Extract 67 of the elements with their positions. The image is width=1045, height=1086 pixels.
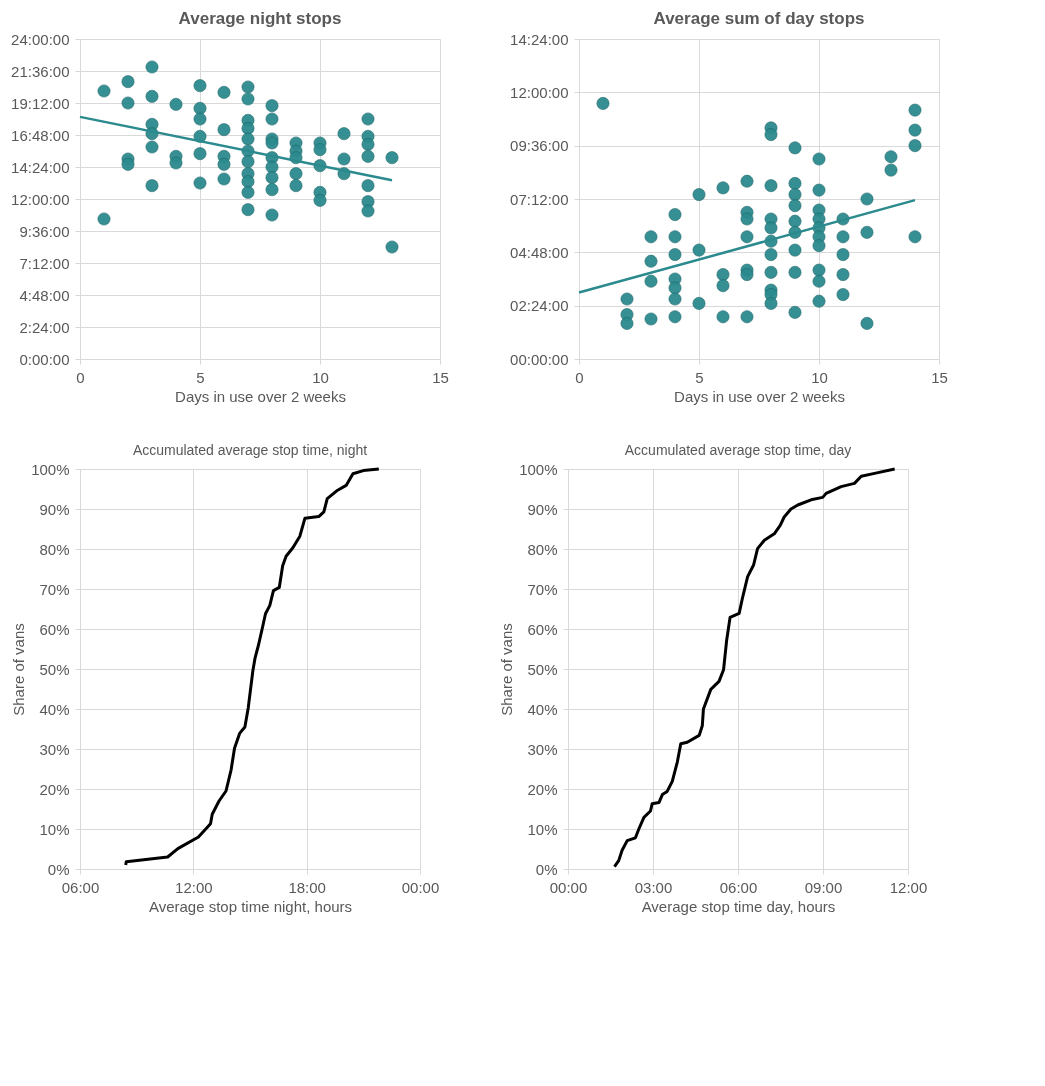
x-tick-label: 10 [312, 368, 329, 386]
y-tick-label: 7:12:00 [19, 254, 70, 272]
y-tick-label: 0:00:00 [19, 350, 70, 368]
y-tick-label: 50% [527, 660, 558, 678]
y-tick-label: 90% [527, 500, 558, 518]
x-tick-label: 18:00 [288, 878, 326, 896]
y-tick-label: 50% [39, 660, 70, 678]
y-tick-label: 10% [527, 820, 558, 838]
y-tick-label: 80% [527, 540, 558, 558]
y-tick-label: 60% [527, 620, 558, 638]
y-tick-label: 100% [31, 460, 70, 478]
x-tick-label: 0 [575, 368, 584, 386]
y-axis-title: Share of vans [498, 623, 516, 716]
x-tick-label: 0 [76, 368, 85, 386]
chart-title: Average night stops [178, 9, 342, 28]
y-tick-label: 100% [519, 460, 558, 478]
x-axis-title: Days in use over 2 weeks [674, 387, 845, 405]
y-tick-label: 0% [47, 860, 70, 878]
x-tick-label: 12:00 [889, 878, 928, 896]
x-tick-label: 15 [931, 368, 948, 386]
y-tick-label: 2:24:00 [19, 318, 70, 336]
x-tick-label: 06:00 [719, 878, 758, 896]
y-tick-label: 80% [39, 540, 70, 558]
x-tick-label: 5 [196, 368, 205, 386]
y-tick-label: 0% [535, 860, 558, 878]
y-tick-label: 60% [39, 620, 70, 638]
y-axis-title: Share of vans [10, 623, 28, 716]
y-tick-label: 40% [527, 700, 558, 718]
y-tick-label: 10% [39, 820, 70, 838]
y-tick-label: 00:00:00 [510, 350, 569, 368]
y-tick-label: 70% [527, 580, 558, 598]
x-axis-title: Average stop time day, hours [641, 897, 836, 915]
y-tick-label: 20% [527, 780, 558, 798]
y-tick-label: 14:24:00 [11, 158, 70, 176]
x-tick-label: 12:00 [175, 878, 213, 896]
y-tick-label: 14:24:00 [510, 30, 569, 48]
chart-title: Average sum of day stops [653, 9, 865, 28]
y-tick-label: 07:12:00 [510, 190, 569, 208]
y-tick-label: 70% [39, 580, 70, 598]
x-tick-label: 06:00 [61, 878, 100, 896]
x-tick-label: 15 [432, 368, 449, 386]
y-tick-label: 12:00:00 [11, 190, 70, 208]
chart-title: Accumulated average stop time, day [624, 442, 852, 458]
y-tick-label: 09:36:00 [510, 137, 569, 155]
x-tick-label: 00:00 [401, 878, 440, 896]
x-tick-label: 03:00 [634, 878, 673, 896]
y-tick-label: 4:48:00 [19, 286, 70, 304]
y-tick-label: 20% [39, 780, 70, 798]
x-tick-label: 5 [695, 368, 704, 386]
x-tick-label: 10 [811, 368, 828, 386]
y-tick-label: 40% [39, 700, 70, 718]
y-tick-label: 16:48:00 [11, 126, 70, 144]
y-tick-label: 90% [39, 500, 70, 518]
y-tick-label: 9:36:00 [19, 222, 70, 240]
y-tick-label: 19:12:00 [11, 94, 70, 112]
x-axis-title: Days in use over 2 weeks [175, 387, 346, 405]
y-tick-label: 30% [39, 740, 70, 758]
x-tick-label: 09:00 [804, 878, 843, 896]
y-tick-label: 24:00:00 [11, 30, 70, 48]
chart-title: Accumulated average stop time, night [132, 442, 368, 458]
x-axis-title: Average stop time night, hours [148, 897, 353, 915]
y-tick-label: 02:24:00 [510, 297, 569, 315]
y-tick-label: 30% [527, 740, 558, 758]
y-tick-label: 12:00:00 [510, 83, 569, 101]
y-tick-label: 04:48:00 [510, 243, 569, 261]
y-tick-label: 21:36:00 [11, 62, 70, 80]
x-tick-label: 00:00 [549, 878, 588, 896]
